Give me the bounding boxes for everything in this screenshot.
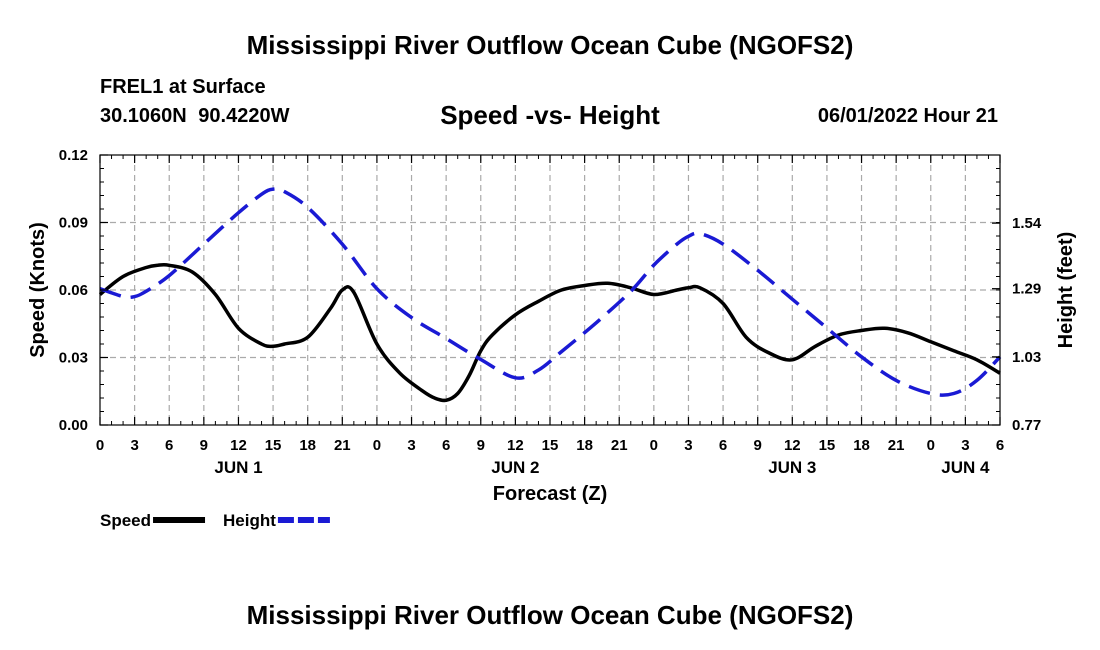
legend: Speed Height (100, 511, 330, 530)
x-tick-label: 18 (853, 437, 870, 454)
series-lines (98, 187, 1002, 403)
y-axis-title: Speed (Knots) (27, 222, 49, 358)
x-tick-label: 0 (927, 437, 935, 454)
x-tick-label: 21 (611, 437, 628, 454)
x-tick-label: 6 (442, 437, 450, 454)
station-name: FREL1 at Surface (100, 76, 266, 98)
forecast-datetime: 06/01/2022 Hour 21 (817, 105, 998, 127)
x-tick-label: 6 (719, 437, 727, 454)
y-right-tick-label: 1.54 (1012, 215, 1042, 232)
x-tick-label: 18 (576, 437, 593, 454)
x-tick-label: 3 (130, 437, 138, 454)
grid-lines (100, 155, 1000, 425)
legend-label-height: Height (223, 511, 276, 530)
x-tick-label: 12 (507, 437, 524, 454)
day-label: JUN 1 (214, 458, 262, 477)
x-tick-label: 9 (477, 437, 485, 454)
axis-labels: 0 3 6 9 12 15 18 21 0 3 6 9 12 15 18 21 0 3 6 9 12 15 18 21 0 3 60… (27, 147, 1077, 505)
footer-title: Mississippi River Outflow Ocean Cube (NG… (246, 600, 854, 630)
day-label: JUN 3 (768, 458, 816, 477)
x-tick-label: 15 (542, 437, 559, 454)
y-tick-label: 0.00 (59, 417, 88, 434)
x-tick-label: 15 (819, 437, 836, 454)
x-tick-label: 21 (334, 437, 351, 454)
y-right-tick-label: 1.29 (1012, 281, 1041, 298)
y-right-axis-title: Height (feet) (1055, 232, 1077, 349)
day-label: JUN 2 (491, 458, 539, 477)
speed-series-line (98, 262, 1001, 403)
x-tick-label: 15 (265, 437, 282, 454)
x-tick-label: 21 (888, 437, 905, 454)
x-tick-label: 9 (754, 437, 762, 454)
legend-label-speed: Speed (100, 511, 151, 530)
y-tick-label: 0.03 (59, 350, 88, 367)
height-series-line (99, 187, 1002, 397)
x-tick-label: 6 (165, 437, 173, 454)
chart-title: Speed -vs- Height (440, 100, 660, 130)
day-label: JUN 4 (941, 458, 990, 477)
y-tick-label: 0.09 (59, 215, 88, 232)
x-axis-title: Forecast (Z) (493, 483, 607, 505)
x-tick-label: 12 (784, 437, 801, 454)
x-tick-label: 12 (230, 437, 247, 454)
y-right-tick-label: 1.03 (1012, 349, 1041, 366)
x-tick-label: 9 (200, 437, 208, 454)
x-tick-label: 18 (299, 437, 316, 454)
station-coordinates: 30.1060N 90.4220W (100, 105, 290, 127)
x-tick-label: 3 (407, 437, 415, 454)
y-tick-label: 0.06 (59, 282, 88, 299)
x-tick-label: 0 (96, 437, 104, 454)
x-tick-label: 6 (996, 437, 1004, 454)
y-right-tick-label: 0.77 (1012, 417, 1041, 434)
x-tick-label: 0 (373, 437, 381, 454)
x-tick-label: 3 (961, 437, 969, 454)
main-title: Mississippi River Outflow Ocean Cube (NG… (246, 30, 854, 60)
axis-ticks (99, 154, 1001, 426)
x-tick-label: 3 (684, 437, 692, 454)
y-tick-label: 0.12 (59, 147, 88, 164)
x-tick-label: 0 (650, 437, 658, 454)
